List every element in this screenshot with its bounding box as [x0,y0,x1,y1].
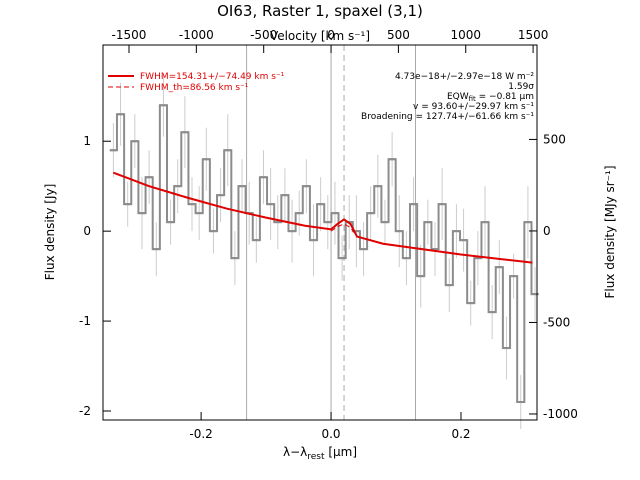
x2-tick-label: -1000 [179,28,214,42]
x-label-main: λ−λ [283,445,307,459]
y2-tick-label: -500 [543,315,570,329]
x-label-rest: [μm] [325,445,358,459]
y2-tick-label: 0 [543,224,551,238]
annotation: EQWfit = −0.81 μm [447,92,534,103]
annotation: 1.59σ [508,82,534,92]
x2-tick-label: 1500 [518,28,549,42]
x-label-sub: rest [307,452,325,462]
x-axis-label: λ−λrest [μm] [283,445,357,462]
annotation-text: 4.73e−18+/−2.97e−18 W m⁻² [395,72,534,82]
fit-line [330,223,358,237]
y-axis-label: Flux density [Jy] [43,184,57,281]
x2-tick-label: 1000 [450,28,481,42]
chart-title: OI63, Raster 1, spaxel (3,1) [217,2,423,20]
annotation-text: Broadening = 127.74+/−61.66 km s⁻¹ [361,112,534,122]
y2-tick-label: 500 [543,132,566,146]
y2-tick-label: -1000 [543,407,578,421]
legend-label: FWHM=154.31+/−74.49 km s⁻¹ [140,72,285,82]
annotation-text: v = 93.60+/−29.97 km s⁻¹ [413,102,534,112]
annotation: 4.73e−18+/−2.97e−18 W m⁻² [395,72,534,82]
x-tick-label: -0.2 [189,427,212,441]
x-tick-label: 0.2 [451,427,470,441]
annotation: v = 93.60+/−29.97 km s⁻¹ [413,102,534,112]
legend-label: FWHM_th=86.56 km s⁻¹ [140,83,249,93]
y-tick-label: -2 [79,404,91,418]
x2-tick-label: 500 [387,28,410,42]
annotation-text: 1.59σ [508,82,534,92]
x2-tick-label: 0 [327,28,335,42]
y-tick-label: 0 [83,224,91,238]
step-outline [109,104,539,404]
x2-axis-label: Velocity [km s⁻¹] [270,29,370,43]
y-tick-label: -1 [79,314,91,328]
y-tick-label: 1 [83,134,91,148]
y2-axis-label: Flux density [MJy sr⁻¹] [603,165,617,298]
plot-frame [102,44,538,421]
fit-line [113,171,533,264]
annotation-sub: fit [469,95,476,103]
x2-tick-label: -1500 [112,28,147,42]
annotation-text: EQW [447,92,469,102]
annotation: Broadening = 127.74+/−61.66 km s⁻¹ [361,112,534,122]
x-tick-label: 0.0 [321,427,340,441]
annotation-rest: = −0.81 μm [476,92,534,102]
x2-tick-label: -500 [250,28,277,42]
